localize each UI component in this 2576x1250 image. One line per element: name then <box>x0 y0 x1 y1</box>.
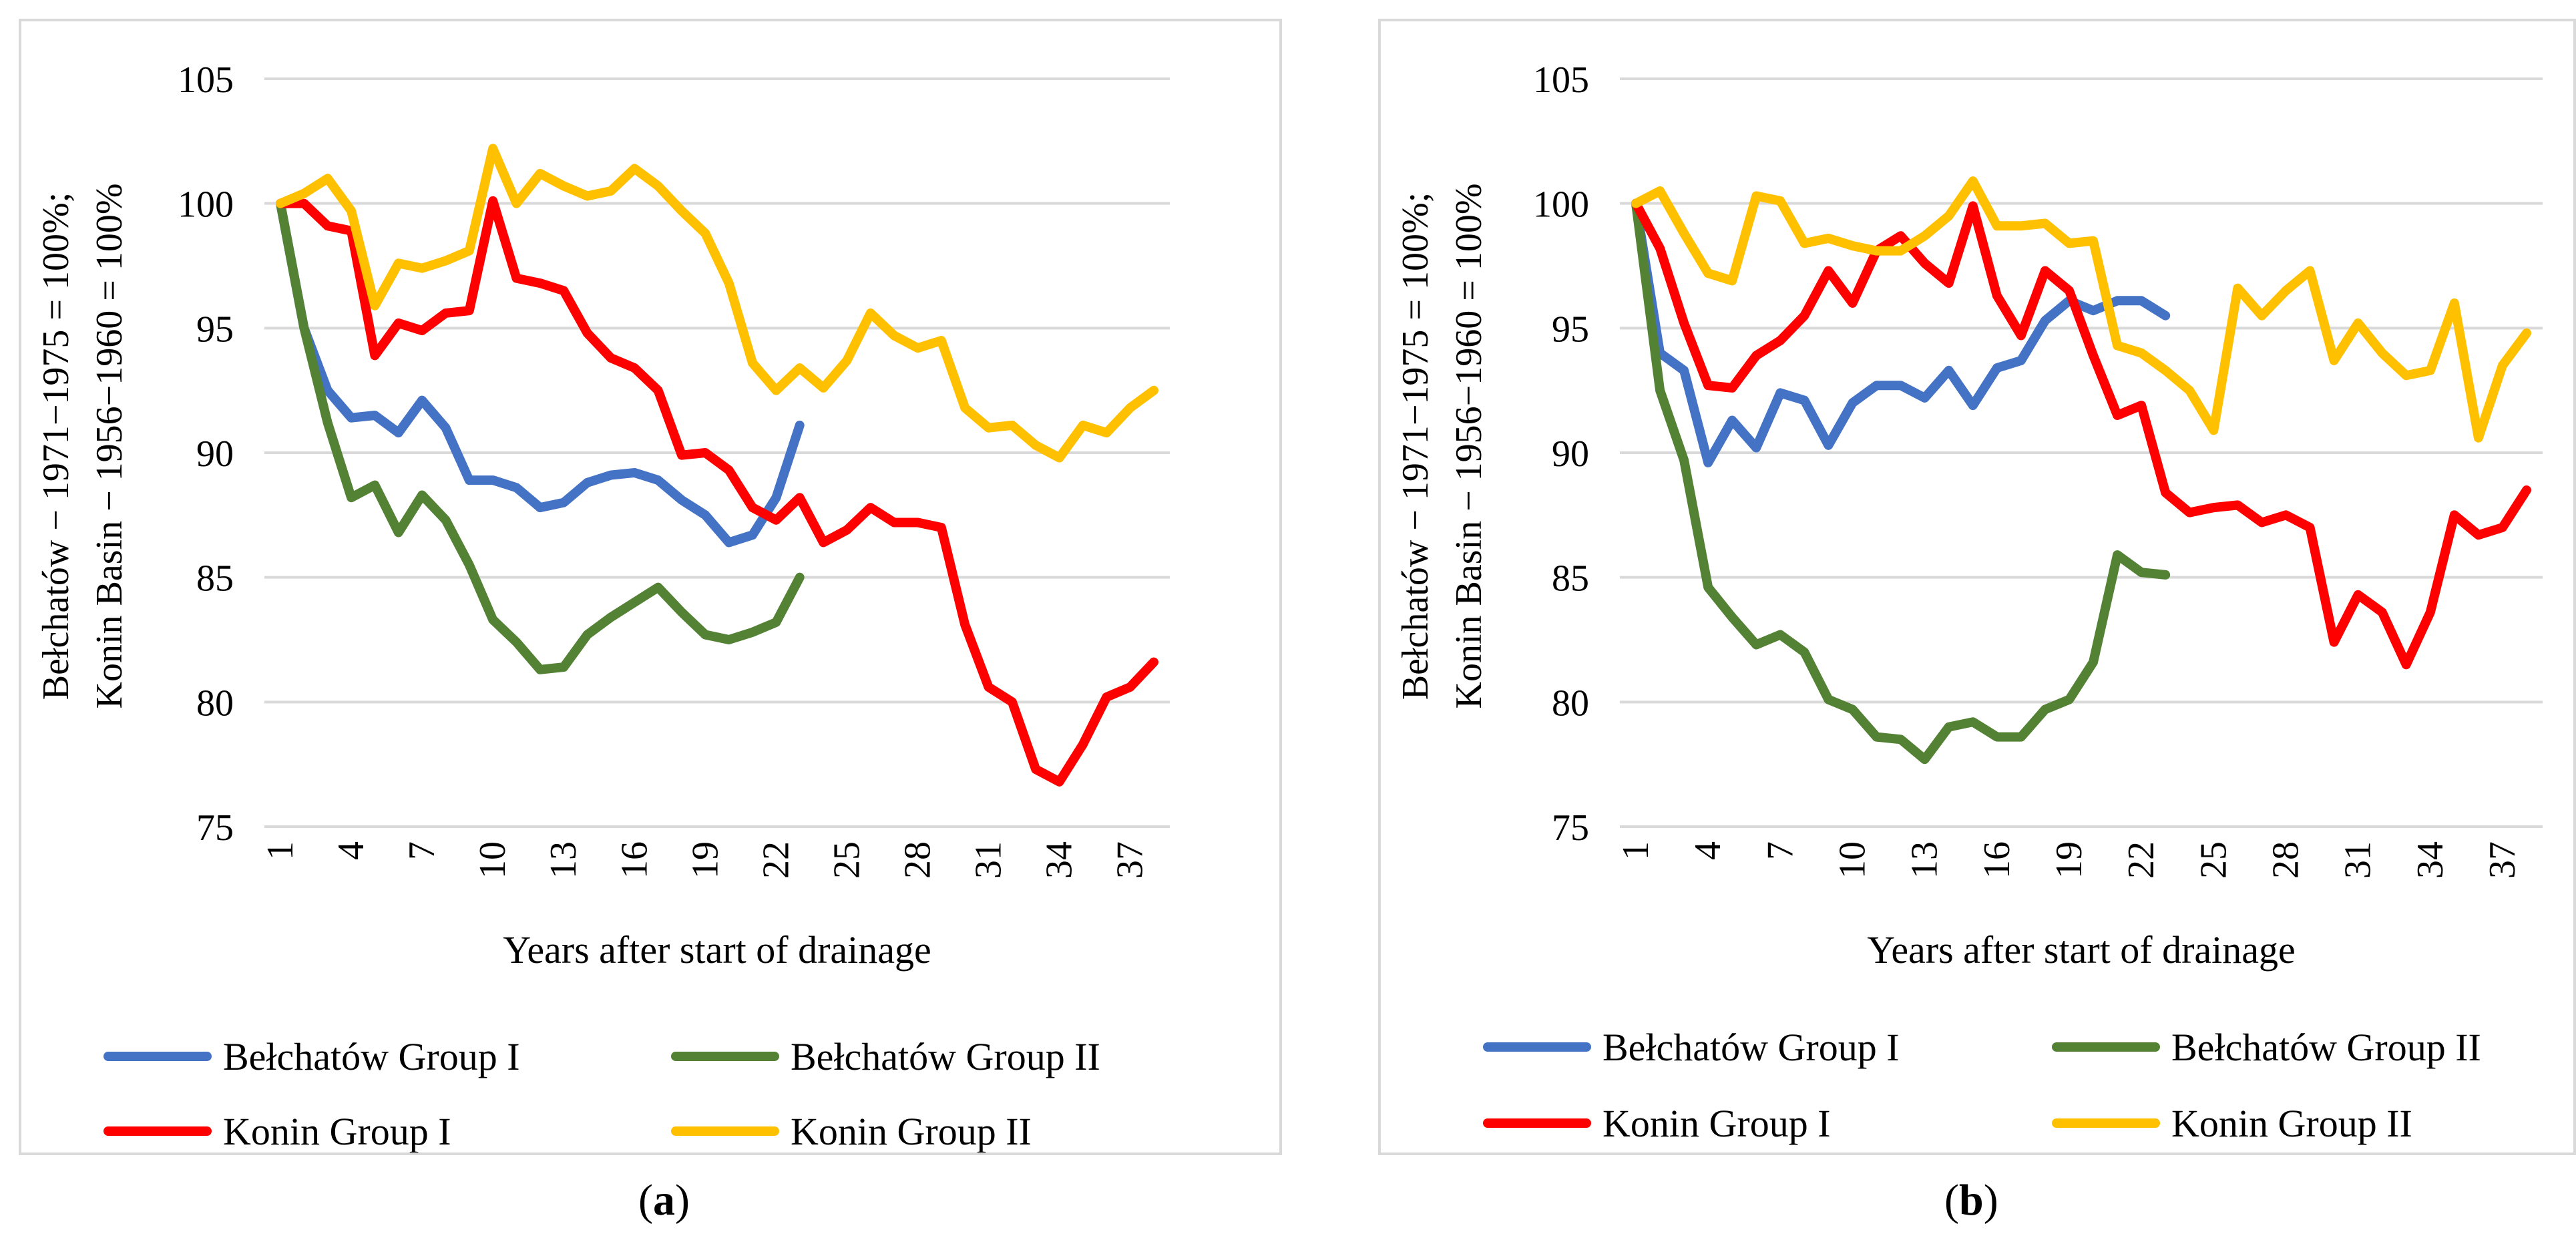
y-tick-label-105: 105 <box>1533 59 1589 101</box>
y-tick-label-105: 105 <box>178 59 234 101</box>
y-tick-label-100: 100 <box>178 184 234 226</box>
panel-a-label: (a) <box>638 1176 690 1225</box>
x-tick-label-1: 1 <box>1615 841 1657 860</box>
y-tick-label-95: 95 <box>196 308 234 350</box>
chart-a-svg: 75 80 85 90 95 100 105 1 4 7 10 13 16 19 22 25 28 31 34 37 B… <box>35 59 1170 1153</box>
series-line-be-chat-w-group-ii <box>1631 198 2171 765</box>
x-tick-label-10: 10 <box>472 841 513 879</box>
x-tick-label-19: 19 <box>2049 841 2090 879</box>
x-tick-label-7: 7 <box>1759 841 1801 860</box>
legend-label-0: Bełchatów Group I <box>1602 1026 1900 1069</box>
x-tick-label-10: 10 <box>1832 841 1873 879</box>
legend-label-3: Konin Group II <box>791 1110 1032 1153</box>
x-tick-label-28: 28 <box>897 841 938 879</box>
chart-b-svg: 75 80 85 90 95 100 105 1 4 7 10 13 16 19 22 25 28 31 34 37 B… <box>1395 59 2543 1145</box>
x-tick-label-16: 16 <box>1976 841 2018 879</box>
y-tick-label-80: 80 <box>196 682 234 724</box>
x-tick-label-37: 37 <box>1110 841 1151 879</box>
y-tick-label-90: 90 <box>196 433 234 475</box>
x-tick-label-19: 19 <box>684 841 726 879</box>
x-tick-label-31: 31 <box>968 841 1010 879</box>
y-tick-label-75: 75 <box>196 807 234 849</box>
x-tick-label-1: 1 <box>260 841 301 860</box>
x-tick-label-22: 22 <box>2121 841 2162 879</box>
legend-label-0: Bełchatów Group I <box>223 1035 520 1078</box>
legend-label-3: Konin Group II <box>2171 1102 2412 1145</box>
x-tick-label-13: 13 <box>1904 841 1946 879</box>
x-tick-label-31: 31 <box>2338 841 2379 879</box>
y-tick-label-100: 100 <box>1533 184 1589 226</box>
x-tick-label-7: 7 <box>401 841 443 860</box>
series-line-konin-group-ii <box>276 144 1158 463</box>
y-axis-label-line1: Bełchatów − 1971−1975 = 100%; <box>35 192 77 700</box>
x-tick-label-4: 4 <box>331 841 372 860</box>
panel-b-label: (b) <box>1944 1176 1998 1225</box>
x-tick-label-28: 28 <box>2265 841 2306 879</box>
y-tick-label-85: 85 <box>1552 558 1589 600</box>
y-tick-label-85: 85 <box>196 558 234 600</box>
x-tick-label-4: 4 <box>1687 841 1729 860</box>
y-tick-label-75: 75 <box>1552 807 1589 849</box>
y-tick-label-90: 90 <box>1552 433 1589 475</box>
x-axis-title: Years after start of drainage <box>1867 928 2296 972</box>
x-tick-label-25: 25 <box>826 841 867 879</box>
x-tick-label-37: 37 <box>2482 841 2523 879</box>
legend-label-2: Konin Group I <box>223 1110 451 1153</box>
y-tick-label-95: 95 <box>1552 308 1589 350</box>
legend-label-1: Bełchatów Group II <box>2171 1026 2481 1069</box>
series-line-be-chat-w-group-ii <box>276 198 805 674</box>
y-axis-label-line1: Bełchatów − 1971−1975 = 100%; <box>1395 192 1436 700</box>
legend-label-1: Bełchatów Group II <box>791 1035 1100 1078</box>
chart-panel-a: 75 80 85 90 95 100 105 1 4 7 10 13 16 19 22 25 28 31 34 37 B… <box>19 19 1282 1155</box>
x-tick-label-34: 34 <box>2410 841 2451 879</box>
series-line-be-chat-w-group-i <box>276 198 805 548</box>
chart-panel-b: 75 80 85 90 95 100 105 1 4 7 10 13 16 19 22 25 28 31 34 37 B… <box>1378 19 2576 1155</box>
y-axis-label-line2: Konin Basin − 1956−1960 = 100% <box>89 184 130 709</box>
x-tick-label-16: 16 <box>614 841 655 879</box>
series-line-konin-group-i <box>1631 198 2531 670</box>
series-line-konin-group-ii <box>1631 176 2531 443</box>
x-tick-label-25: 25 <box>2193 841 2234 879</box>
y-tick-label-80: 80 <box>1552 682 1589 724</box>
x-tick-label-13: 13 <box>543 841 584 879</box>
series-line-konin-group-i <box>276 196 1158 787</box>
x-axis-title: Years after start of drainage <box>503 928 931 972</box>
legend-label-2: Konin Group I <box>1602 1102 1831 1145</box>
x-tick-label-22: 22 <box>755 841 797 879</box>
y-axis-label-line2: Konin Basin − 1956−1960 = 100% <box>1448 184 1490 709</box>
x-tick-label-34: 34 <box>1039 841 1080 879</box>
